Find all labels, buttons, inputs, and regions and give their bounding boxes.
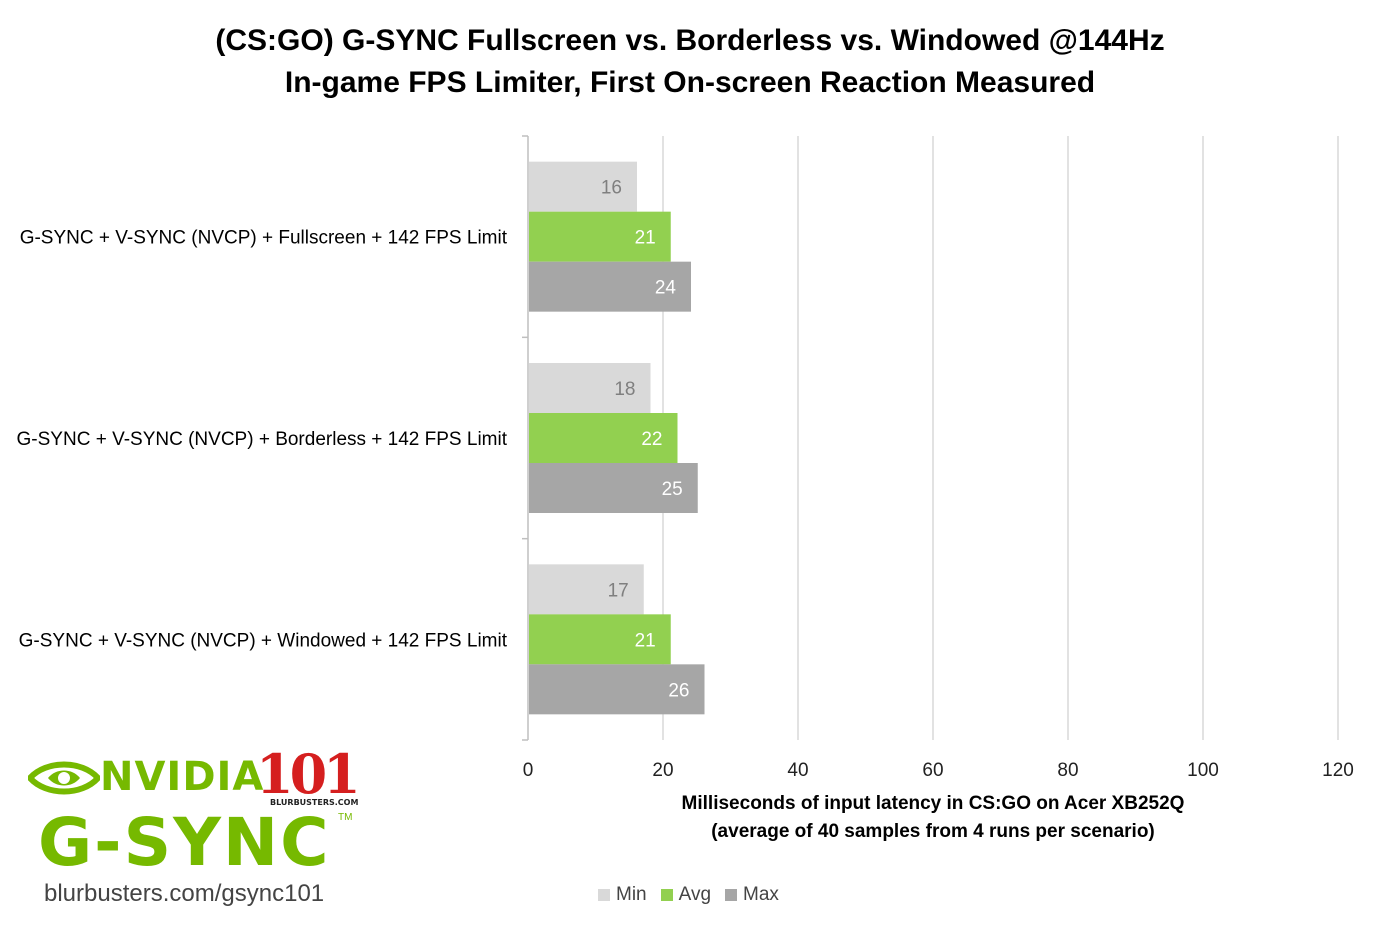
nvidia-gsync-101-logo: NVIDIA 101 BLURBUSTERS.COM G-SYNC TM blu… — [24, 742, 364, 918]
x-axis-label-line2: (average of 40 samples from 4 runs per s… — [711, 821, 1155, 842]
chart-legend: Min Avg Max — [598, 884, 779, 906]
x-axis-label-line1: Milliseconds of input latency in CS:GO o… — [681, 793, 1185, 814]
data-label-avg-0: 21 — [635, 228, 656, 249]
bar-min-1 — [529, 363, 651, 413]
bar-max-1 — [529, 463, 698, 513]
legend-label-avg: Avg — [678, 884, 712, 905]
legend-item-avg: Avg — [660, 884, 712, 906]
x-tick-label-0: 0 — [523, 760, 534, 781]
x-tick-label-120: 120 — [1322, 760, 1354, 781]
badge-101: 101 — [256, 742, 361, 806]
trademark-mark: TM — [338, 812, 353, 823]
legend-label-min: Min — [616, 884, 647, 905]
legend-item-max: Max — [725, 884, 779, 906]
data-label-avg-2: 21 — [635, 630, 656, 651]
legend-swatch-min — [598, 889, 610, 901]
bar-min-0 — [529, 161, 637, 212]
category-label-1: G-SYNC + V-SYNC (NVCP) + Borderless + 14… — [17, 429, 508, 450]
legend-label-max: Max — [743, 884, 779, 905]
bar-max-0 — [529, 261, 691, 312]
bar-max-2 — [529, 664, 705, 715]
nvidia-eye-icon — [28, 761, 100, 795]
bar-avg-0 — [529, 211, 671, 262]
chart-title: (CS:GO) G-SYNC Fullscreen vs. Borderless… — [215, 24, 1165, 57]
data-label-max-0: 24 — [655, 278, 677, 299]
data-label-min-0: 16 — [601, 178, 622, 199]
data-label-max-1: 25 — [662, 479, 683, 500]
data-label-avg-1: 22 — [641, 429, 662, 450]
x-tick-label-40: 40 — [787, 760, 808, 781]
legend-swatch-max — [725, 889, 738, 901]
data-label-min-2: 17 — [608, 580, 629, 601]
bar-min-2 — [529, 564, 644, 615]
nvidia-wordmark: NVIDIA — [100, 754, 265, 800]
bar-avg-2 — [529, 614, 671, 665]
data-label-min-1: 18 — [614, 379, 635, 400]
badge-site: BLURBUSTERS.COM — [270, 798, 359, 807]
x-tick-label-80: 80 — [1057, 760, 1078, 781]
x-tick-label-60: 60 — [922, 760, 943, 781]
chart-subtitle: In-game FPS Limiter, First On-screen Rea… — [284, 66, 1096, 99]
legend-swatch-avg — [660, 889, 673, 901]
category-label-0: G-SYNC + V-SYNC (NVCP) + Fullscreen + 14… — [20, 228, 508, 249]
legend-item-min: Min — [598, 884, 647, 906]
data-label-max-2: 26 — [668, 680, 689, 701]
gsync-wordmark: G-SYNC — [38, 804, 331, 881]
x-tick-label-100: 100 — [1187, 760, 1219, 781]
category-label-2: G-SYNC + V-SYNC (NVCP) + Windowed + 142 … — [19, 630, 508, 651]
x-tick-label-20: 20 — [652, 760, 673, 781]
logo-url: blurbusters.com/gsync101 — [44, 880, 325, 907]
bar-avg-1 — [529, 413, 678, 463]
